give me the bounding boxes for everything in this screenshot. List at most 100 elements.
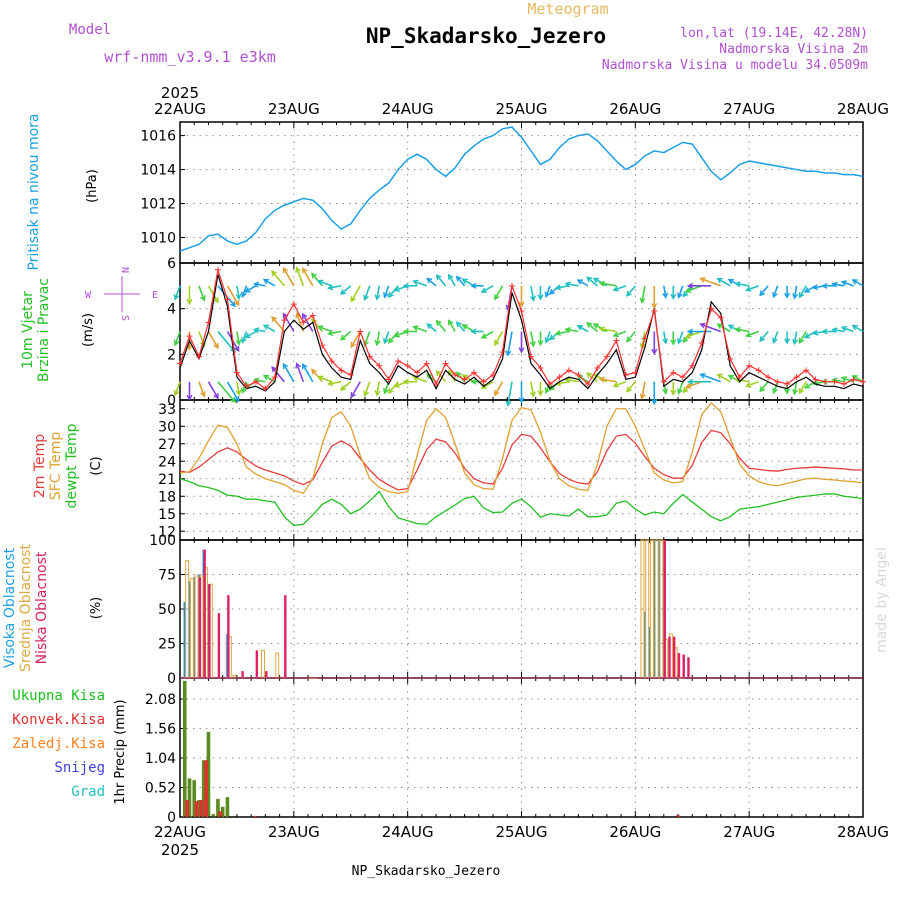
wind-arrow-head (327, 330, 334, 337)
wind-arrow-head (851, 279, 858, 285)
wind-arrow-head (448, 273, 454, 280)
precip-total-bar (187, 778, 192, 817)
wind-arrow-head (235, 389, 242, 396)
wind-arrow (507, 331, 513, 356)
wind-arrow (263, 374, 276, 383)
wind-arrow-head (393, 286, 400, 292)
compass-east: E (152, 290, 158, 301)
day-label-top: 24AUG (382, 100, 434, 118)
wind-arrow-head (803, 287, 811, 293)
y-tick-label: 1010 (140, 231, 176, 247)
wind-arrow-head (311, 272, 317, 279)
wind-arrow-head (529, 295, 536, 302)
wind-arrow (383, 331, 390, 344)
wind-arrow-head (670, 389, 677, 396)
wind-arrow-head (564, 281, 571, 288)
wind-arrow (254, 283, 266, 287)
wind-arrow (677, 285, 684, 298)
temp-unit: (C) (89, 456, 104, 475)
wind-arrow-head (554, 284, 562, 291)
wind-gust-marker (603, 353, 610, 360)
wind-arrow-head (745, 381, 752, 388)
wind-gust-marker (499, 349, 506, 356)
wind-arrow (530, 381, 535, 397)
wind-gust-marker (461, 376, 468, 383)
wind-arrow (586, 276, 598, 287)
wind-arrow-head (173, 294, 180, 301)
wind-gust-marker (177, 360, 183, 367)
wind-arrow (241, 285, 248, 297)
y-tick-label: 12 (158, 524, 176, 540)
wind-arrow-head (262, 324, 270, 330)
wind-arrow-head (235, 339, 242, 346)
wind-arrow (852, 279, 864, 287)
wind-gust-marker (252, 378, 259, 385)
wind-arrow (271, 270, 285, 287)
wind-gust-marker (395, 358, 402, 365)
wind-arrow-head (564, 377, 571, 384)
wind-gust-marker (727, 355, 734, 362)
wind-arrow-head (662, 338, 669, 345)
wind-arrow-head (759, 335, 766, 343)
wind-compass: N S W E (85, 267, 158, 321)
wind-arrow-head (233, 300, 240, 307)
day-label-bottom: 22AUG (154, 823, 206, 841)
wind-arrow-head (426, 277, 433, 284)
wind-arrow (456, 276, 466, 287)
wind-arrow-head (686, 378, 694, 385)
wind-arrow-head (612, 331, 619, 338)
wind-arrow (798, 381, 807, 394)
precip-legend-item: Zaledj.Kisa (12, 736, 105, 752)
wind-arrow (746, 285, 759, 292)
wind-arrow (759, 330, 769, 342)
wind-arrow-head (821, 282, 828, 289)
cloud-low-bar (255, 650, 259, 678)
wind-arrow-head (317, 325, 324, 331)
wind-arrow-head (586, 322, 593, 328)
precip-conv-bar (204, 760, 208, 817)
wind-arrow (565, 328, 579, 333)
wind-arrow (759, 285, 769, 296)
wind-arrow (236, 285, 240, 299)
wind-arrow (328, 380, 342, 385)
wind-arrow (340, 381, 352, 391)
wind-arrow-head (734, 281, 741, 288)
wind-arrow (302, 267, 314, 287)
wind-gust-marker (452, 371, 459, 378)
wind-arrow-head (772, 291, 778, 299)
y-tick-label: 25 (158, 637, 176, 653)
wind-arrow-head (317, 375, 324, 382)
wind-arrow-head (402, 282, 409, 289)
wind-arrow-head (851, 375, 858, 381)
wind-arrow (263, 324, 276, 333)
cloud-mid-bar (185, 560, 190, 679)
wind-arrow-head (241, 387, 247, 394)
wind-arrow (236, 381, 240, 395)
wind-arrow (555, 380, 570, 385)
wind-arrow-head (393, 331, 400, 338)
wind-arrow (226, 381, 240, 402)
precip-conv-bar (676, 815, 680, 817)
wind-arrow (436, 274, 447, 287)
panel-label-3-0: Visoka Oblacnost (2, 547, 18, 668)
wind-arrow (198, 331, 205, 347)
wind-arrow (700, 373, 721, 383)
wind-arrow-head (598, 280, 605, 287)
wind-arrow-head (339, 384, 347, 391)
wind-arrow-head (576, 279, 583, 285)
wind-arrow-head (784, 292, 791, 299)
wind-gust-marker (651, 307, 658, 314)
wind-arrow-head (241, 291, 247, 299)
temp2m-line (179, 429, 863, 491)
cloud-mid-bar (649, 539, 654, 679)
wind-gust-marker (518, 307, 525, 314)
wind-arrow-head (282, 362, 289, 369)
wind-arrow (677, 331, 684, 344)
wind-arrow (565, 378, 579, 383)
wind-arrow-head (470, 328, 477, 335)
wind-arrow-head (548, 288, 555, 295)
wind-arrow-head (455, 321, 462, 328)
day-label-top: 22AUG (154, 100, 206, 118)
wind-arrow-head (684, 383, 692, 389)
day-label-top: 26AUG (609, 100, 661, 118)
